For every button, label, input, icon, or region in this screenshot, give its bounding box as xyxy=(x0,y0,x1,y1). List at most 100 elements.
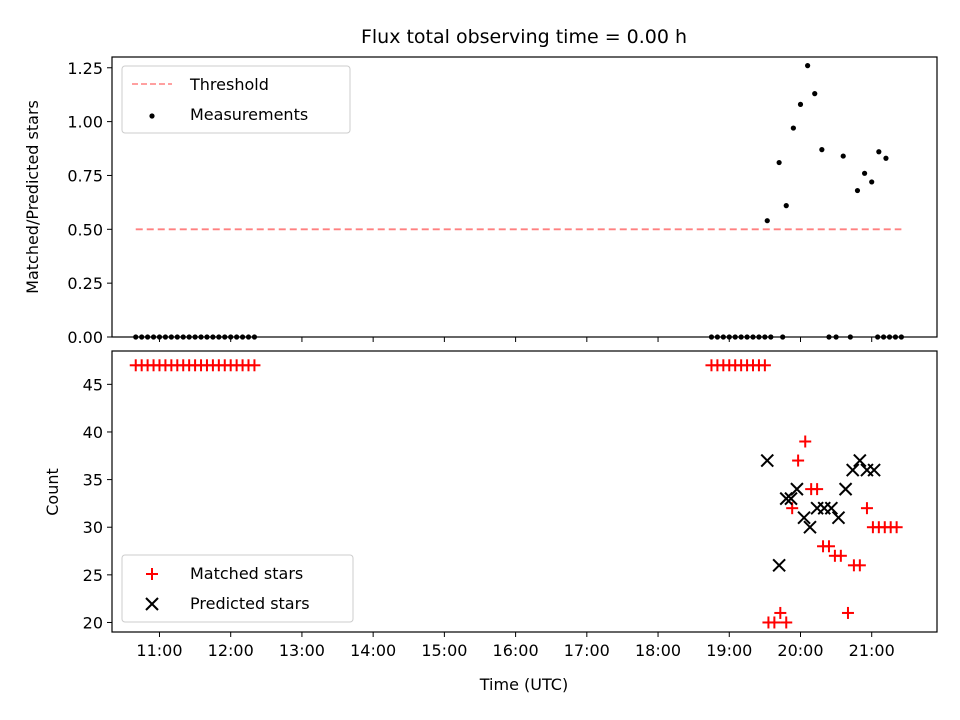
matched-star-point xyxy=(811,483,824,496)
predicted-star-point xyxy=(760,453,774,468)
measurement-point xyxy=(133,334,139,340)
top-y-tick-label: 0.50 xyxy=(67,220,103,239)
x-tick-label: 15:00 xyxy=(421,641,467,660)
measurement-point xyxy=(833,334,839,340)
measurement-point xyxy=(861,170,868,176)
x-tick-label: 16:00 xyxy=(493,641,539,660)
measurement-point xyxy=(783,203,789,209)
top-legend-box xyxy=(121,65,351,134)
measurement-point xyxy=(145,334,151,340)
x-tick-label: 12:00 xyxy=(208,641,254,660)
predicted-legend-marker xyxy=(145,597,159,611)
measurement-point xyxy=(776,159,782,166)
measurement-point xyxy=(192,334,198,340)
bottom-panel: 20 25 30 35 40 45 11:00 12:00 13:00 14:00 15:00 16… xyxy=(43,350,938,694)
predicted-star-point xyxy=(797,510,811,525)
top-y-axis-label: Matched/Predicted stars xyxy=(23,100,42,294)
predicted-star-point xyxy=(779,491,793,506)
measurement-point xyxy=(720,334,726,340)
measurement-point xyxy=(216,334,222,340)
measurement-point xyxy=(790,125,796,131)
measurement-point xyxy=(819,147,825,153)
top-x-axis-ticks xyxy=(158,337,873,342)
top-legend: Threshold Measurements xyxy=(121,65,351,134)
measurement-point xyxy=(826,334,832,340)
bottom-y-axis-label: Count xyxy=(43,468,62,516)
predicted-star-point xyxy=(772,558,786,573)
measurement-point xyxy=(168,334,174,340)
measurement-point xyxy=(780,334,786,340)
measurement-point xyxy=(876,149,882,155)
predicted-star-point xyxy=(838,482,853,496)
bottom-y-tick-label: 30 xyxy=(83,518,103,537)
matched-star-point xyxy=(841,606,854,619)
bottom-y-tick-label: 35 xyxy=(83,471,103,490)
measurement-point xyxy=(744,334,750,340)
predicted-star-point xyxy=(803,520,817,534)
measurement-point xyxy=(156,334,163,340)
predicted-star-point xyxy=(790,482,804,496)
measurement-point xyxy=(875,334,881,340)
bottom-plot-marks xyxy=(129,359,903,629)
measurement-point xyxy=(239,334,246,340)
measurement-point xyxy=(764,218,770,224)
measurement-point xyxy=(180,334,186,340)
x-tick-label: 17:00 xyxy=(564,641,610,660)
matched-star-point xyxy=(853,559,866,572)
measurement-point xyxy=(198,334,204,340)
threshold-legend-label: Threshold xyxy=(189,75,269,94)
measurement-point xyxy=(869,179,875,185)
bottom-y-tick-label: 45 xyxy=(83,375,103,394)
bottom-y-tick-label: 25 xyxy=(83,566,103,585)
top-y-tick-label: 1.25 xyxy=(67,59,103,78)
measurement-point xyxy=(245,334,252,340)
matched-star-point xyxy=(768,616,781,629)
measurement-point xyxy=(898,334,904,340)
measurement-point xyxy=(768,334,774,340)
measurement-point xyxy=(762,334,768,340)
measurement-point xyxy=(750,334,756,340)
measurement-point xyxy=(892,334,899,340)
predicted-star-point xyxy=(824,501,839,515)
x-tick-label: 18:00 xyxy=(635,641,681,660)
measurement-point xyxy=(886,334,893,340)
x-tick-label: 13:00 xyxy=(279,641,325,660)
x-tick-label: 19:00 xyxy=(706,641,752,660)
bottom-legend: Matched stars Predicted stars xyxy=(121,554,354,623)
matched-star-point xyxy=(860,502,873,515)
measurement-point xyxy=(204,334,210,340)
top-y-axis-ticks: 0.00 0.25 0.50 0.75 1.00 1.25 xyxy=(67,59,112,347)
measurement-point xyxy=(847,334,853,340)
bottom-y-tick-label: 40 xyxy=(83,423,103,442)
predicted-star-point xyxy=(853,453,867,468)
predicted-legend-label: Predicted stars xyxy=(190,594,310,613)
matched-star-point xyxy=(799,435,812,448)
predicted-star-point xyxy=(867,463,881,477)
measurement-point xyxy=(883,155,889,161)
x-axis-label: Time (UTC) xyxy=(479,675,568,694)
x-tick-label: 21:00 xyxy=(849,641,895,660)
bottom-legend-box xyxy=(121,554,354,623)
matched-star-point xyxy=(792,454,805,467)
matched-star-point xyxy=(822,540,835,553)
matched-legend-label: Matched stars xyxy=(190,564,303,583)
x-tick-label: 20:00 xyxy=(777,641,823,660)
matched-star-point xyxy=(834,549,847,562)
top-plot-frame xyxy=(111,56,938,338)
measurement-point xyxy=(186,334,192,340)
measurement-point xyxy=(222,334,228,340)
bottom-y-tick-label: 20 xyxy=(83,613,103,632)
measurement-point xyxy=(840,153,846,159)
matched-star-point xyxy=(248,359,261,372)
measurement-point xyxy=(854,187,861,194)
measurement-point xyxy=(162,334,169,340)
measurement-point xyxy=(797,101,804,107)
measurement-point xyxy=(139,334,145,340)
measurements-legend-label: Measurements xyxy=(190,105,308,124)
measurement-point xyxy=(150,334,157,340)
matched-star-point xyxy=(780,616,793,629)
measurement-point xyxy=(228,334,234,340)
measurement-point xyxy=(738,334,744,340)
top-y-tick-label: 0.75 xyxy=(67,166,103,185)
